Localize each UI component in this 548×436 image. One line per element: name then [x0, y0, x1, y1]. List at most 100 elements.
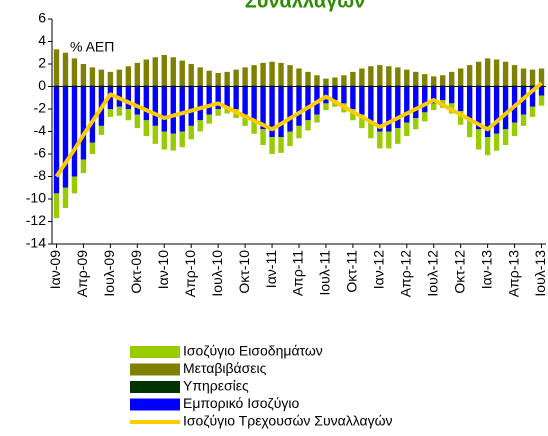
- bar-segment: [296, 86, 302, 126]
- bar-segment: [475, 61, 482, 86]
- bar-segment: [395, 67, 401, 86]
- bar-segment: [206, 70, 212, 86]
- bar-segment: [206, 85, 212, 87]
- bar-segment: [116, 69, 123, 86]
- bar-segment: [314, 114, 320, 123]
- legend-swatch: [130, 346, 180, 358]
- x-tick-label: Ιουλ-13: [532, 250, 548, 297]
- x-tick-label: Οκτ-09: [128, 250, 144, 294]
- bar-segment: [278, 86, 284, 138]
- bar-segment: [305, 120, 311, 131]
- bar-segment: [413, 86, 419, 118]
- x-tick-label: Απρ-10: [182, 250, 198, 297]
- bar-segment: [431, 85, 437, 87]
- bar-segment: [457, 86, 464, 112]
- bar-segment: [511, 85, 518, 87]
- bar-segment: [404, 122, 410, 136]
- bar-segment: [71, 86, 78, 177]
- y-tick-label: 6: [38, 10, 46, 26]
- bar-segment: [188, 85, 194, 87]
- bar-segment: [215, 85, 221, 87]
- bar-segment: [422, 86, 428, 113]
- bar-segment: [197, 85, 203, 87]
- bar-segment: [484, 137, 491, 156]
- bar-segment: [215, 109, 221, 116]
- bar-segment: [296, 68, 302, 86]
- bar-segment: [538, 86, 545, 96]
- legend-swatch: [130, 363, 180, 376]
- bar-segment: [161, 85, 167, 87]
- bar-segment: [466, 85, 473, 87]
- legend-label: Μεταβιβάσεις: [183, 360, 267, 376]
- bar-segment: [98, 69, 105, 86]
- bar-segment: [53, 85, 60, 87]
- x-tick-label: Οκτ-10: [236, 250, 252, 294]
- bar-segment: [466, 120, 473, 138]
- x-tick-label: Ιουλ-10: [209, 250, 225, 297]
- bar-segment: [296, 85, 302, 87]
- bar-segment: [152, 86, 158, 126]
- bar-segment: [457, 68, 464, 86]
- bar-segment: [440, 86, 446, 100]
- bar-segment: [251, 120, 257, 134]
- bar-segment: [251, 65, 257, 86]
- bar-segment: [493, 133, 500, 151]
- bar-segment: [386, 86, 392, 132]
- bar-segment: [188, 64, 194, 86]
- bar-segment: [278, 85, 284, 87]
- bar-segment: [62, 85, 69, 87]
- bar-segment: [287, 65, 293, 86]
- bar-segment: [475, 129, 482, 150]
- bar-segment: [269, 86, 275, 138]
- bar-segment: [269, 61, 275, 86]
- bar-segment: [53, 49, 60, 86]
- bar-segment: [62, 52, 69, 86]
- bar-segment: [350, 71, 356, 86]
- bar-segment: [511, 122, 518, 136]
- bar-segment: [386, 85, 392, 87]
- line-series: [54, 81, 543, 178]
- bar-segment: [260, 86, 266, 130]
- bar-segment: [395, 86, 401, 129]
- bar-segment: [350, 85, 356, 87]
- bar-segment: [332, 77, 338, 86]
- bar-segment: [89, 86, 96, 143]
- bar-segment: [520, 85, 527, 87]
- bar-segment: [520, 68, 527, 86]
- bar-segment: [260, 129, 266, 145]
- bar-segment: [116, 85, 123, 87]
- bar-segment: [269, 137, 275, 154]
- bar-segment: [161, 55, 167, 86]
- bar-segment: [107, 71, 114, 86]
- bar-segment: [89, 67, 96, 86]
- x-tick-label: Ιαν-09: [47, 250, 63, 289]
- x-tick-label: Ιουλ-11: [317, 250, 333, 296]
- bar-segment: [71, 58, 78, 86]
- bar-segment: [278, 62, 284, 86]
- bar-segment: [431, 86, 437, 104]
- bar-segment: [287, 85, 293, 87]
- bar-segment: [404, 69, 410, 86]
- bar-segment: [125, 86, 132, 109]
- bar-segment: [107, 85, 114, 87]
- bar-segment: [143, 85, 150, 87]
- bar-segment: [188, 125, 194, 140]
- bar-segment: [233, 85, 239, 87]
- bar-segment: [350, 86, 356, 109]
- bar-segment: [53, 86, 60, 194]
- bar-segment: [422, 112, 428, 122]
- bar-segment: [242, 114, 248, 126]
- bar-segment: [269, 85, 275, 87]
- x-tick-label: Ιαν-13: [478, 250, 494, 289]
- bar-segment: [71, 176, 78, 194]
- bar-segment: [368, 122, 374, 139]
- bar-segment: [242, 86, 248, 115]
- bar-segment: [377, 85, 383, 87]
- bar-segment: [413, 85, 419, 87]
- bar-segment: [98, 125, 105, 135]
- bar-segment: [368, 85, 374, 87]
- bar-segment: [71, 85, 78, 87]
- bar-segment: [89, 85, 96, 87]
- bar-segment: [511, 65, 518, 86]
- bar-segment: [413, 71, 419, 86]
